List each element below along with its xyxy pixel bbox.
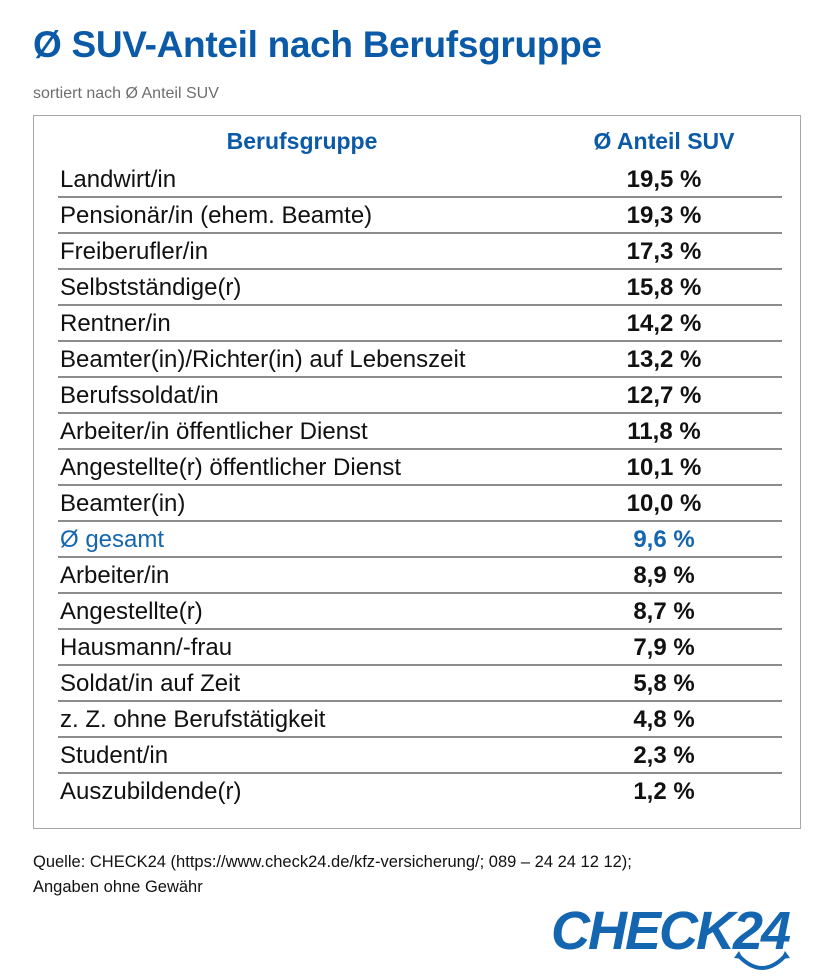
source-note: Quelle: CHECK24 (https://www.check24.de/… xyxy=(33,850,632,900)
occupation-name: Student/in xyxy=(60,742,169,769)
suv-share-value: 7,9 % xyxy=(633,634,695,661)
table-row: Landwirt/in 19,5 % xyxy=(58,162,782,198)
occupation-name: Freiberufler/in xyxy=(60,238,209,265)
occupation-name: z. Z. ohne Berufstätigkeit xyxy=(60,706,326,733)
table-row: Soldat/in auf Zeit 5,8 % xyxy=(58,666,782,702)
table-row-average: Ø gesamt 9,6 % xyxy=(58,522,782,558)
page-subtitle: sortiert nach Ø Anteil SUV xyxy=(33,85,219,102)
occupation-name: Berufssoldat/in xyxy=(60,382,219,409)
occupation-name: Angestellte(r) xyxy=(60,598,203,625)
table-row: z. Z. ohne Berufstätigkeit 4,8 % xyxy=(58,702,782,738)
suv-share-value: 19,5 % xyxy=(626,166,702,193)
occupation-name: Selbstständige(r) xyxy=(60,274,242,301)
smile-arrow-icon xyxy=(734,951,790,970)
table-row: Freiberufler/in 17,3 % xyxy=(58,234,782,270)
occupation-name: Soldat/in auf Zeit xyxy=(60,670,241,697)
suv-share-value: 15,8 % xyxy=(626,274,702,301)
occupation-name: Landwirt/in xyxy=(60,166,177,193)
suv-share-value: 10,1 % xyxy=(626,454,702,481)
table-row: Angestellte(r) 8,7 % xyxy=(58,594,782,630)
suv-share-value: 2,3 % xyxy=(633,742,695,769)
suv-share-value: 11,8 % xyxy=(627,418,701,445)
table-row: Beamter(in)/Richter(in) auf Lebenszeit 13… xyxy=(58,342,782,378)
suv-share-value: 13,2 % xyxy=(626,346,702,373)
page-title: Ø SUV-Anteil nach Berufsgruppe xyxy=(33,24,602,65)
occupation-name: Auszubildende(r) xyxy=(60,778,242,805)
table-row: Arbeiter/in öffentlicher Dienst 11,8 % xyxy=(58,414,782,450)
suv-share-value: 8,9 % xyxy=(633,562,695,589)
table-row: Angestellte(r) öffentlicher Dienst 10,1 % xyxy=(58,450,782,486)
occupation-name: Beamter(in)/Richter(in) auf Lebenszeit xyxy=(60,346,466,373)
table-row: Arbeiter/in 8,9 % xyxy=(58,558,782,594)
occupation-name: Ø gesamt xyxy=(60,526,165,553)
source-line: Quelle: CHECK24 (https://www.check24.de/… xyxy=(33,853,632,871)
suv-share-value: 1,2 % xyxy=(633,778,695,805)
occupation-name: Rentner/in xyxy=(60,310,171,337)
occupation-name: Angestellte(r) öffentlicher Dienst xyxy=(60,454,402,481)
table-header: Berufsgruppe Ø Anteil SUV xyxy=(58,128,782,162)
disclaimer-line: Angaben ohne Gewähr xyxy=(33,878,203,896)
suv-share-value: 12,7 % xyxy=(626,382,702,409)
suv-share-value: 8,7 % xyxy=(633,598,695,625)
occupation-name: Arbeiter/in xyxy=(60,562,170,589)
occupation-name: Hausmann/-frau xyxy=(60,634,233,661)
check24-logo: CHECK24 xyxy=(545,900,805,978)
occupation-name: Arbeiter/in öffentlicher Dienst xyxy=(60,418,368,445)
table-row: Rentner/in 14,2 % xyxy=(58,306,782,342)
table-row: Hausmann/-frau 7,9 % xyxy=(58,630,782,666)
occupation-name: Pensionär/in (ehem. Beamte) xyxy=(60,202,373,229)
suv-share-value: 5,8 % xyxy=(633,670,695,697)
table-row: Berufssoldat/in 12,7 % xyxy=(58,378,782,414)
table-row: Beamter(in) 10,0 % xyxy=(58,486,782,522)
suv-share-value: 4,8 % xyxy=(633,706,695,733)
suv-share-value: 9,6 % xyxy=(633,526,695,553)
column-header-anteil-suv: Ø Anteil SUV xyxy=(593,128,735,154)
occupation-name: Beamter(in) xyxy=(60,490,186,517)
table-row: Pensionär/in (ehem. Beamte) 19,3 % xyxy=(58,198,782,234)
suv-share-value: 10,0 % xyxy=(626,490,702,517)
logo-wordmark: CHECK24 xyxy=(551,901,791,961)
suv-share-value: 17,3 % xyxy=(626,238,702,265)
column-header-berufsgruppe: Berufsgruppe xyxy=(226,128,378,154)
suv-share-value: 14,2 % xyxy=(626,310,702,337)
table-row: Selbstständige(r) 15,8 % xyxy=(58,270,782,306)
table-row: Student/in 2,3 % xyxy=(58,738,782,774)
suv-share-value: 19,3 % xyxy=(626,202,702,229)
table-body: Landwirt/in 19,5 % Pensionär/in (ehem. Bea… xyxy=(58,162,782,810)
table-row: Auszubildende(r) 1,2 % xyxy=(58,774,782,810)
data-table: Berufsgruppe Ø Anteil SUV Landwirt/in 19,… xyxy=(33,115,801,829)
